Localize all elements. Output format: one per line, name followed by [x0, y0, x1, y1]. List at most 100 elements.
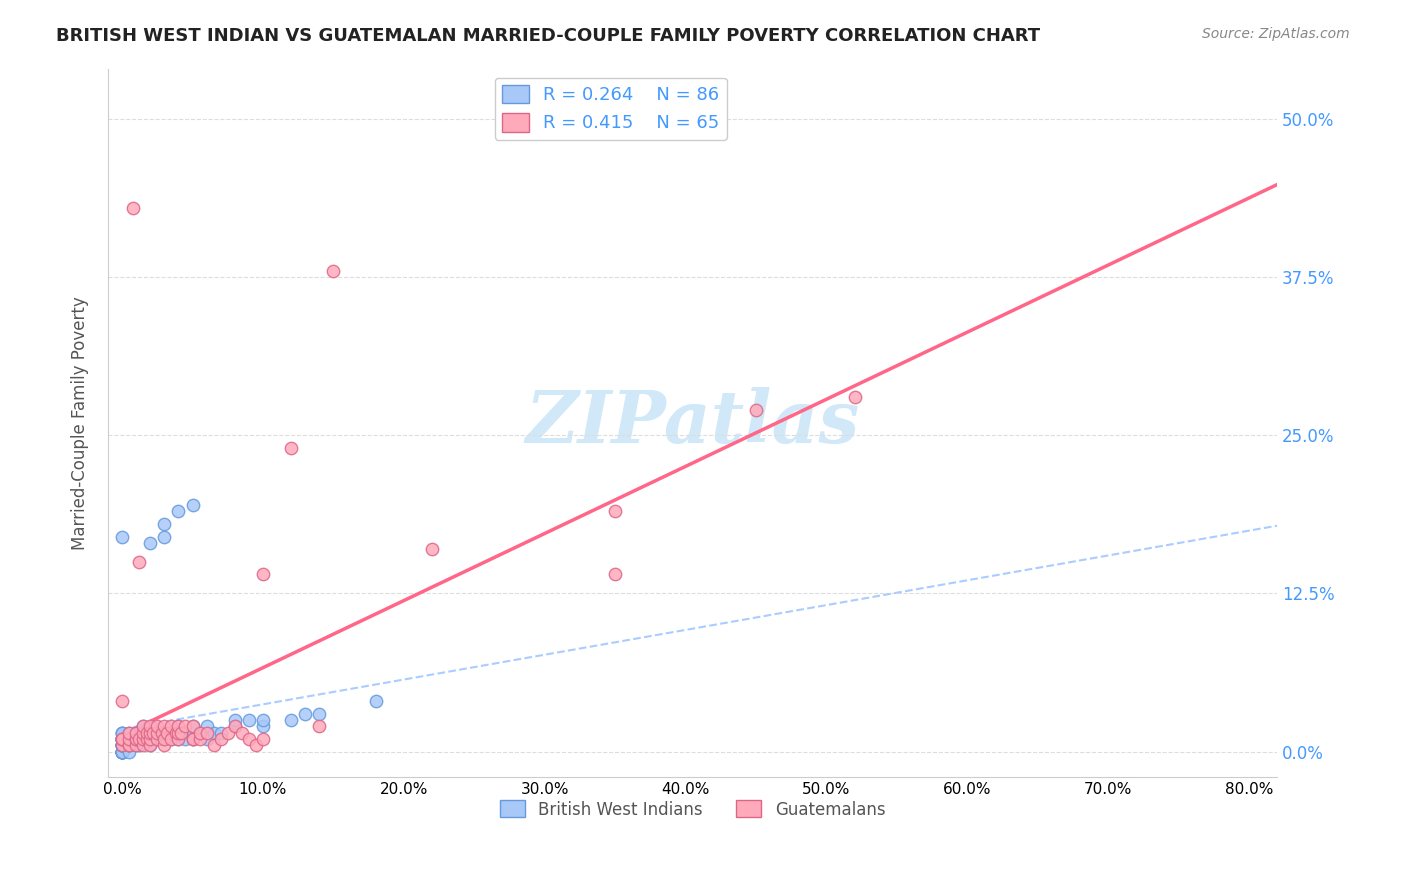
- Point: [111, 738, 134, 752]
- Point: [136, 725, 159, 739]
- Point: [188, 725, 211, 739]
- Point: [165, 725, 187, 739]
- Point: [111, 745, 134, 759]
- Point: [118, 731, 141, 746]
- Point: [111, 745, 134, 759]
- Point: [111, 738, 134, 752]
- Point: [252, 713, 274, 727]
- Point: [111, 745, 134, 759]
- Point: [132, 725, 155, 739]
- Point: [160, 731, 183, 746]
- Point: [153, 719, 176, 733]
- Point: [118, 731, 141, 746]
- Point: [111, 731, 134, 746]
- Point: [174, 731, 197, 746]
- Point: [153, 529, 176, 543]
- Point: [139, 738, 162, 752]
- Point: [118, 745, 141, 759]
- Point: [125, 731, 148, 746]
- Point: [181, 498, 204, 512]
- Point: [139, 725, 162, 739]
- Point: [844, 391, 866, 405]
- Point: [153, 516, 176, 531]
- Point: [111, 745, 134, 759]
- Point: [132, 731, 155, 746]
- Point: [167, 725, 190, 739]
- Point: [231, 725, 253, 739]
- Point: [252, 731, 274, 746]
- Point: [118, 731, 141, 746]
- Point: [139, 731, 162, 746]
- Point: [280, 441, 302, 455]
- Point: [111, 745, 134, 759]
- Point: [188, 731, 211, 746]
- Point: [146, 719, 169, 733]
- Point: [111, 738, 134, 752]
- Point: [167, 731, 190, 746]
- Point: [146, 731, 169, 746]
- Point: [146, 731, 169, 746]
- Point: [252, 567, 274, 582]
- Point: [128, 731, 150, 746]
- Point: [238, 713, 260, 727]
- Point: [167, 719, 190, 733]
- Legend: British West Indians, Guatemalans: British West Indians, Guatemalans: [494, 794, 891, 825]
- Point: [111, 745, 134, 759]
- Point: [195, 719, 218, 733]
- Point: [111, 731, 134, 746]
- Point: [111, 738, 134, 752]
- Point: [125, 738, 148, 752]
- Point: [167, 725, 190, 739]
- Point: [118, 738, 141, 752]
- Point: [111, 731, 134, 746]
- Point: [125, 731, 148, 746]
- Point: [118, 738, 141, 752]
- Point: [118, 725, 141, 739]
- Point: [294, 706, 316, 721]
- Point: [181, 725, 204, 739]
- Point: [170, 725, 193, 739]
- Point: [209, 731, 232, 746]
- Point: [111, 745, 134, 759]
- Point: [153, 731, 176, 746]
- Point: [153, 731, 176, 746]
- Point: [111, 738, 134, 752]
- Point: [111, 725, 134, 739]
- Point: [238, 731, 260, 746]
- Point: [150, 725, 173, 739]
- Point: [132, 719, 155, 733]
- Point: [181, 731, 204, 746]
- Point: [202, 725, 225, 739]
- Point: [118, 731, 141, 746]
- Point: [125, 731, 148, 746]
- Point: [132, 738, 155, 752]
- Point: [111, 731, 134, 746]
- Point: [195, 725, 218, 739]
- Point: [125, 731, 148, 746]
- Point: [153, 738, 176, 752]
- Point: [111, 725, 134, 739]
- Point: [111, 529, 134, 543]
- Point: [128, 738, 150, 752]
- Point: [745, 403, 768, 417]
- Point: [146, 731, 169, 746]
- Point: [111, 731, 134, 746]
- Point: [224, 719, 246, 733]
- Point: [128, 555, 150, 569]
- Text: Source: ZipAtlas.com: Source: ZipAtlas.com: [1202, 27, 1350, 41]
- Point: [605, 567, 627, 582]
- Point: [139, 738, 162, 752]
- Point: [139, 536, 162, 550]
- Point: [181, 731, 204, 746]
- Point: [188, 725, 211, 739]
- Point: [245, 738, 267, 752]
- Point: [322, 264, 344, 278]
- Point: [111, 731, 134, 746]
- Point: [308, 719, 330, 733]
- Point: [125, 725, 148, 739]
- Point: [125, 725, 148, 739]
- Point: [111, 745, 134, 759]
- Text: ZIPatlas: ZIPatlas: [526, 387, 859, 458]
- Point: [224, 719, 246, 733]
- Point: [111, 731, 134, 746]
